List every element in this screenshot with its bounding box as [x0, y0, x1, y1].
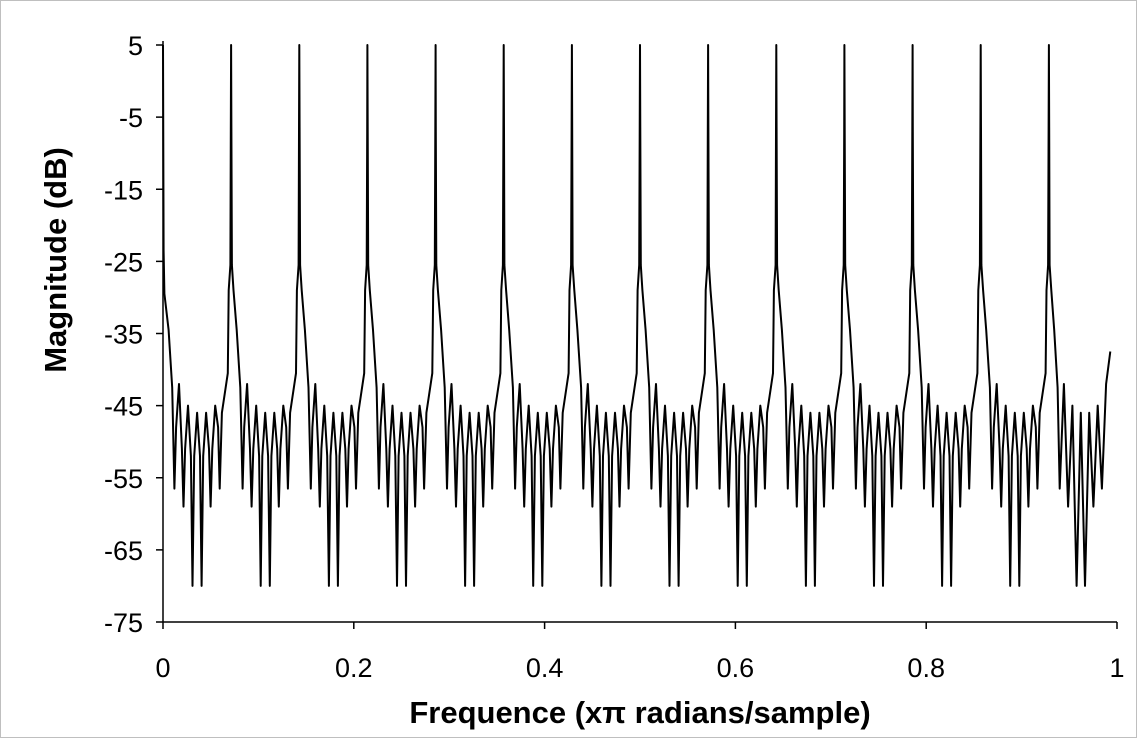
magnitude-response-line [162, 44, 1112, 587]
y-tick-label: -5 [119, 103, 143, 133]
y-tick-label: -75 [104, 608, 143, 638]
y-tick-label: -25 [104, 247, 143, 277]
y-axis-title: Magnitude (dB) [38, 147, 73, 373]
y-tick-label: -45 [104, 392, 143, 422]
x-tick-label: 0.4 [526, 653, 564, 683]
y-tick-label: -65 [104, 536, 143, 566]
x-tick-label: 0 [155, 653, 170, 683]
x-tick-label: 1 [1109, 653, 1124, 683]
y-tick-label: 5 [128, 31, 143, 61]
x-axis-title: Frequence (xπ radians/sample) [409, 695, 870, 730]
y-tick-label: -55 [104, 464, 143, 494]
y-tick-label: -15 [104, 175, 143, 205]
x-tick-label: 0.8 [907, 653, 945, 683]
y-tick-label: -35 [104, 320, 143, 350]
x-tick-label: 0.6 [717, 653, 755, 683]
y-tick-labels: 5 -5 -15 -25 -35 -45 -55 -65 -75 [104, 31, 143, 638]
x-tick-label: 0.2 [335, 653, 373, 683]
x-tick-labels: 0 0.2 0.4 0.6 0.8 1 [155, 653, 1124, 683]
